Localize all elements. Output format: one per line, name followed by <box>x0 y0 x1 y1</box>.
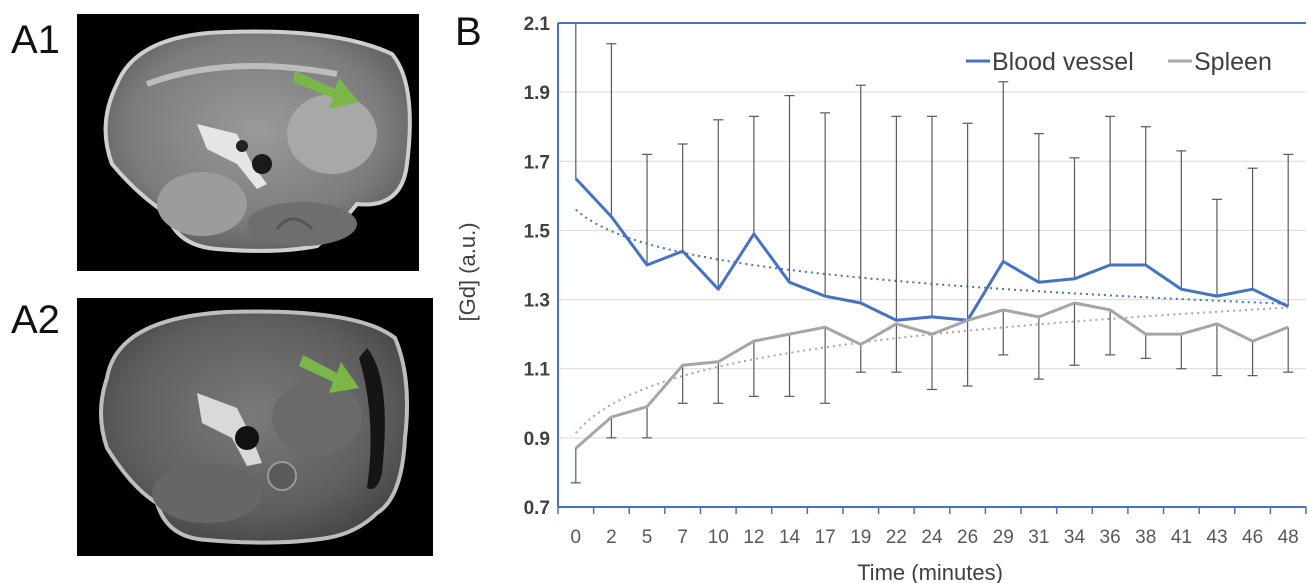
x-tick-label: 34 <box>1064 527 1086 548</box>
panel-label-b: B <box>455 10 482 54</box>
y-tick-label: 2.1 <box>524 14 551 35</box>
x-tick-label: 26 <box>957 527 978 548</box>
x-tick-label: 2 <box>606 527 617 548</box>
y-tick-label: 1.3 <box>524 291 550 312</box>
chart-error-bars <box>570 22 1294 484</box>
x-tick-label: 10 <box>708 527 729 548</box>
arrow-icon <box>293 71 359 109</box>
mri-image-a1 <box>77 14 419 271</box>
panel-label-a2: A2 <box>11 298 60 342</box>
y-tick-label: 1.7 <box>524 152 550 173</box>
x-tick-label: 41 <box>1171 527 1192 548</box>
mri-a2-drawing <box>99 309 410 545</box>
x-tick-label: 46 <box>1242 527 1263 548</box>
arrow-icon <box>299 355 359 393</box>
mri-a1-drawing <box>103 29 412 253</box>
chart-axes <box>557 22 1307 514</box>
series-line-spleen <box>574 301 1289 450</box>
x-tick-label: 0 <box>571 527 582 548</box>
x-axis-title: Time (minutes) <box>857 560 1003 583</box>
y-tick-label: 0.9 <box>524 429 550 450</box>
x-tick-label: 14 <box>779 527 801 548</box>
y-tick-label: 0.7 <box>524 498 550 519</box>
panel-label-a1: A1 <box>11 18 60 62</box>
y-axis-tick-labels: 0.7 0.9 1.1 1.3 1.5 1.7 1.9 2.1 <box>524 14 551 519</box>
x-tick-label: 7 <box>677 527 688 548</box>
x-tick-label: 48 <box>1278 527 1299 548</box>
x-tick-label: 19 <box>850 527 871 548</box>
y-tick-label: 1.5 <box>524 221 551 242</box>
x-axis-tick-labels: 0 2 5 7 10 12 14 17 19 22 24 26 29 31 34 36 38 41 43 46 48 <box>571 527 1299 548</box>
chart-series-lines <box>574 177 1289 450</box>
mri-image-a2 <box>77 298 433 556</box>
y-tick-label: 1.1 <box>524 360 551 381</box>
legend-label-blood-vessel: Blood vessel <box>992 48 1134 76</box>
x-tick-label: 17 <box>815 527 836 548</box>
x-tick-label: 43 <box>1206 527 1227 548</box>
x-tick-label: 5 <box>642 527 653 548</box>
y-axis-title: [Gd] (a.u.) <box>455 222 480 321</box>
x-tick-label: 38 <box>1135 527 1156 548</box>
series-line-blood-vessel <box>574 177 1289 322</box>
y-tick-label: 1.9 <box>524 83 550 104</box>
x-tick-label: 36 <box>1100 527 1121 548</box>
x-tick-label: 22 <box>886 527 907 548</box>
x-tick-label: 31 <box>1028 527 1049 548</box>
legend-label-spleen: Spleen <box>1194 48 1272 76</box>
x-tick-label: 24 <box>921 527 943 548</box>
x-tick-label: 29 <box>993 527 1014 548</box>
chart-legend: Blood vessel Spleen <box>966 48 1272 76</box>
x-tick-label: 12 <box>743 527 764 548</box>
